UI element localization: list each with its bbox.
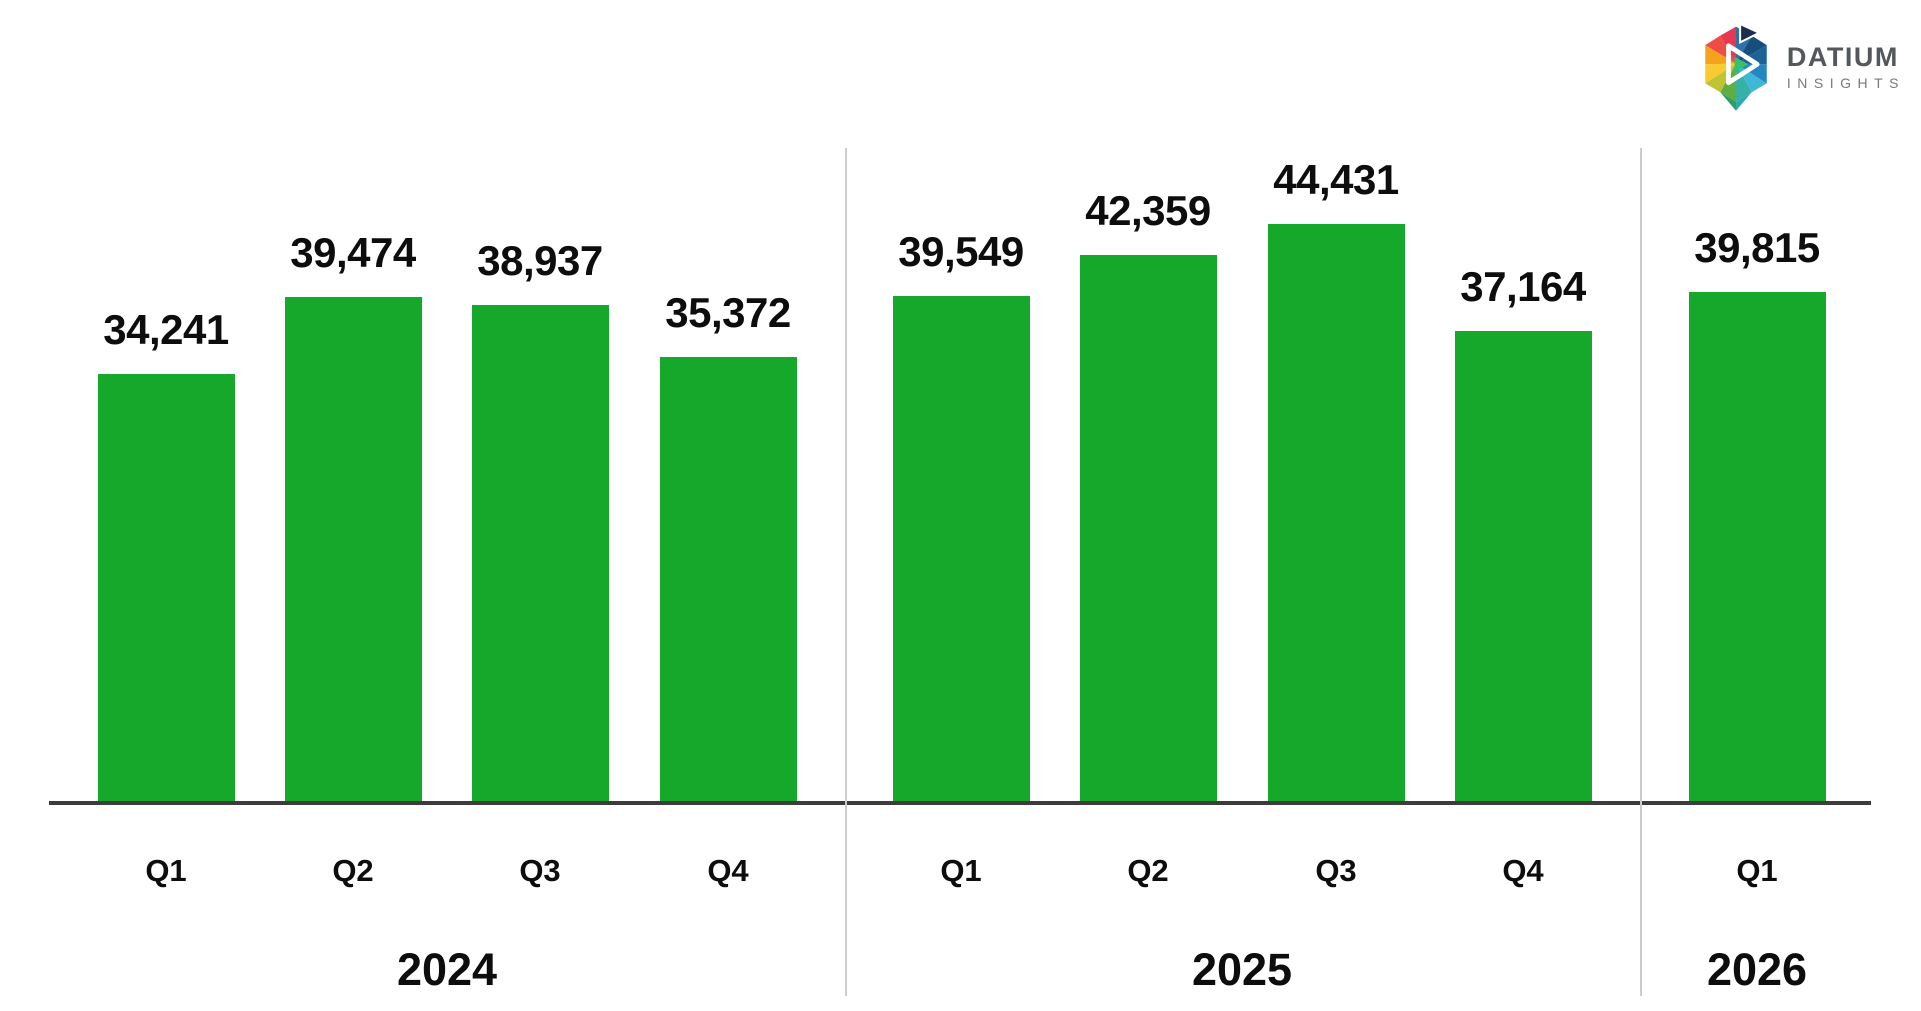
x-axis-line — [49, 801, 1871, 805]
year-divider-2 — [1640, 148, 1642, 996]
x-tick-2025-q2: Q2 — [1127, 853, 1169, 888]
x-tick-2024-q4: Q4 — [707, 853, 749, 888]
value-label-2024-q3: 38,937 — [477, 237, 603, 284]
value-label-2024-q2: 39,474 — [290, 229, 416, 276]
x-tick-2025-q3: Q3 — [1315, 853, 1357, 888]
x-tick-2024-q2: Q2 — [332, 853, 374, 888]
bar-2025-q2 — [1079, 255, 1217, 801]
x-tick-2025-q4: Q4 — [1502, 853, 1544, 888]
value-label-2025-q3: 44,431 — [1273, 156, 1399, 203]
brand-logo: DATIUM INSIGHTS — [1695, 20, 1905, 114]
bar-2025-q1 — [892, 296, 1030, 801]
x-tick-2026-q1: Q1 — [1736, 853, 1778, 888]
value-label-2024-q4: 35,372 — [665, 289, 791, 336]
datium-logo-icon — [1705, 22, 1767, 111]
bar-2024-q2 — [284, 297, 422, 801]
value-label-2025-q2: 42,359 — [1085, 187, 1211, 234]
bar-2024-q3 — [471, 305, 609, 801]
value-label-2024-q1: 34,241 — [103, 306, 229, 353]
value-label-2026-q1: 39,815 — [1694, 224, 1820, 271]
brand-wordmark: DATIUM INSIGHTS — [1786, 42, 1905, 91]
x-tick-2024-q3: Q3 — [519, 853, 561, 888]
brand-tagline: INSIGHTS — [1786, 74, 1905, 91]
year-label-2026: 2026 — [1706, 944, 1808, 995]
year-label-2024: 2024 — [396, 944, 498, 995]
brand-name: DATIUM — [1786, 42, 1899, 73]
value-label-2025-q1: 39,549 — [898, 228, 1024, 275]
x-tick-2025-q1: Q1 — [940, 853, 982, 888]
bar-2026-q1 — [1688, 292, 1826, 801]
bar-2024-q1 — [97, 374, 235, 801]
x-tick-2024-q1: Q1 — [145, 853, 187, 888]
bar-2025-q4 — [1454, 331, 1592, 801]
year-divider-1 — [845, 148, 847, 996]
bar-2024-q4 — [659, 357, 797, 801]
bar-2025-q3 — [1267, 224, 1405, 801]
value-label-2025-q4: 37,164 — [1460, 263, 1586, 310]
year-label-2025: 2025 — [1191, 944, 1293, 995]
